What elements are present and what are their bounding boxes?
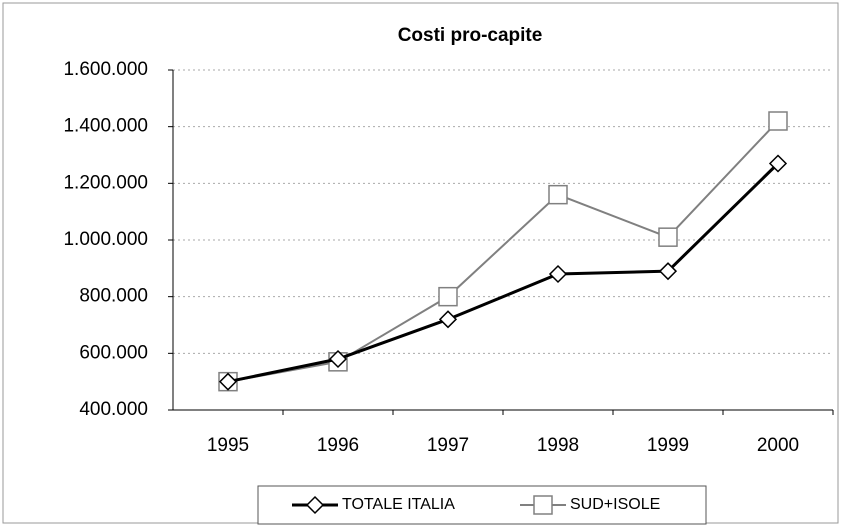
y-tick-label: 1.400.000 — [63, 116, 148, 137]
legend-label: SUD+ISOLE — [570, 496, 660, 513]
legend-marker — [533, 495, 553, 515]
legend-marker — [305, 495, 325, 515]
legend-label: TOTALE ITALIA — [342, 496, 455, 513]
x-tick-label: 1999 — [647, 435, 689, 456]
data-point — [658, 227, 678, 247]
series-line — [227, 162, 780, 384]
y-tick-label: 800.000 — [79, 286, 148, 307]
data-point — [768, 111, 788, 131]
chart-border — [2, 2, 839, 524]
data-point — [768, 154, 788, 173]
data-point — [328, 349, 348, 369]
data-point — [438, 310, 458, 329]
x-tick-label: 1996 — [317, 435, 359, 456]
x-tick-label: 1997 — [427, 435, 469, 456]
y-tick-label: 1.200.000 — [63, 172, 148, 193]
y-tick-label: 400.000 — [79, 399, 148, 420]
data-point — [658, 262, 678, 281]
data-point — [548, 264, 568, 284]
data-point — [548, 184, 568, 205]
chart-title: Costi pro-capite — [398, 25, 543, 46]
x-tick-label: 2000 — [757, 435, 799, 456]
x-tick-label: 1995 — [207, 435, 249, 456]
y-tick-label: 1.000.000 — [63, 229, 148, 250]
data-point — [218, 372, 238, 391]
x-tick-label: 1998 — [537, 435, 579, 456]
y-tick-label: 1.600.000 — [63, 59, 148, 80]
series-line — [227, 120, 779, 383]
data-point — [438, 286, 458, 307]
y-tick-label: 600.000 — [79, 342, 148, 363]
